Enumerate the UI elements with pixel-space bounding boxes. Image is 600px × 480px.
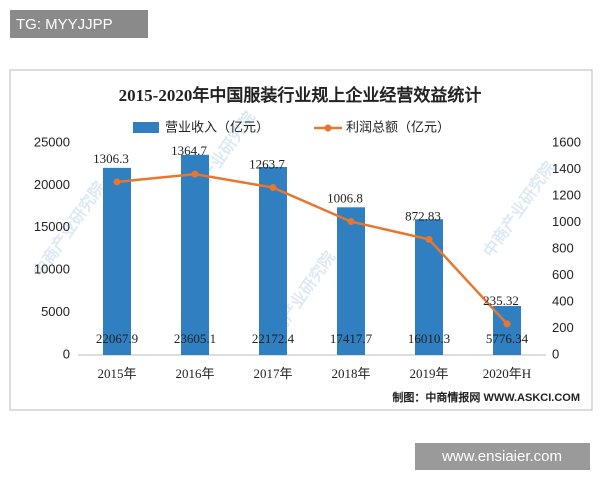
legend-swatch: [133, 122, 159, 133]
chart-title: 2015-2020年中国服装行业规上企业经营效益统计: [119, 85, 482, 105]
bar: [259, 166, 287, 355]
bar: [103, 167, 131, 355]
y-tick-label: 10000: [34, 262, 70, 277]
line-point: [113, 178, 121, 186]
x-tick-label: 2020年H: [483, 366, 531, 381]
legend-label: 利润总额（亿元）: [346, 119, 450, 134]
y-tick-label: 20000: [34, 177, 70, 192]
legend-label: 营业收入（亿元）: [165, 119, 269, 134]
x-tick-label: 2017年: [253, 366, 292, 381]
source: 制图：中商情报网 WWW.ASKCI.COM: [392, 390, 580, 404]
x-tick-label: 2015年: [97, 366, 136, 381]
tag-box: [10, 10, 148, 38]
bar-value-label: 22172.4: [252, 331, 295, 346]
y-tick-label: 5000: [41, 304, 70, 319]
line-value-label: 1306.3: [93, 151, 129, 166]
line-point: [425, 235, 433, 243]
bar-value-label: 5776.34: [486, 331, 529, 346]
line-point: [191, 170, 199, 178]
y2-tick-label: 600: [552, 267, 574, 282]
bar-value-label: 23605.1: [174, 331, 216, 346]
y2-tick-label: 1400: [552, 161, 581, 176]
line: [116, 172, 508, 325]
line-value-label: 1364.7: [171, 143, 207, 158]
y-tick-label: 25000: [34, 134, 70, 149]
bar: [181, 154, 209, 355]
y2-tick-label: 0: [552, 346, 559, 361]
legend-swatch: [324, 124, 332, 132]
x-tick-label: 2019年: [409, 366, 448, 381]
y-tick-label: 0: [63, 346, 70, 361]
site-watermark: www.ensiaier.com: [441, 448, 562, 465]
bar-value-label: 17417.7: [330, 331, 373, 346]
tag: TG: MYYJJPP: [16, 16, 113, 33]
site-watermark-box: [415, 443, 590, 470]
line-value-label: 1263.7: [249, 157, 285, 172]
bar-value-label: 22067.9: [96, 331, 138, 346]
y2-tick-label: 1000: [552, 214, 581, 229]
line-point: [503, 320, 511, 328]
y2-tick-label: 400: [552, 293, 574, 308]
y2-tick-label: 200: [552, 320, 574, 335]
bar: [337, 207, 365, 355]
y2-tick-label: 800: [552, 240, 574, 255]
x-tick-label: 2018年: [331, 366, 370, 381]
y2-tick-label: 1600: [552, 134, 581, 149]
y2-tick-label: 1200: [552, 187, 581, 202]
x-tick-label: 2016年: [175, 366, 214, 381]
line-value-label: 872.83: [405, 208, 441, 223]
line-point: [347, 218, 355, 226]
bar-value-label: 16010.3: [408, 331, 450, 346]
y-tick-label: 15000: [34, 219, 70, 234]
line-value-label: 235.32: [483, 293, 519, 308]
line-point: [269, 184, 277, 192]
line-value-label: 1006.8: [327, 191, 363, 206]
